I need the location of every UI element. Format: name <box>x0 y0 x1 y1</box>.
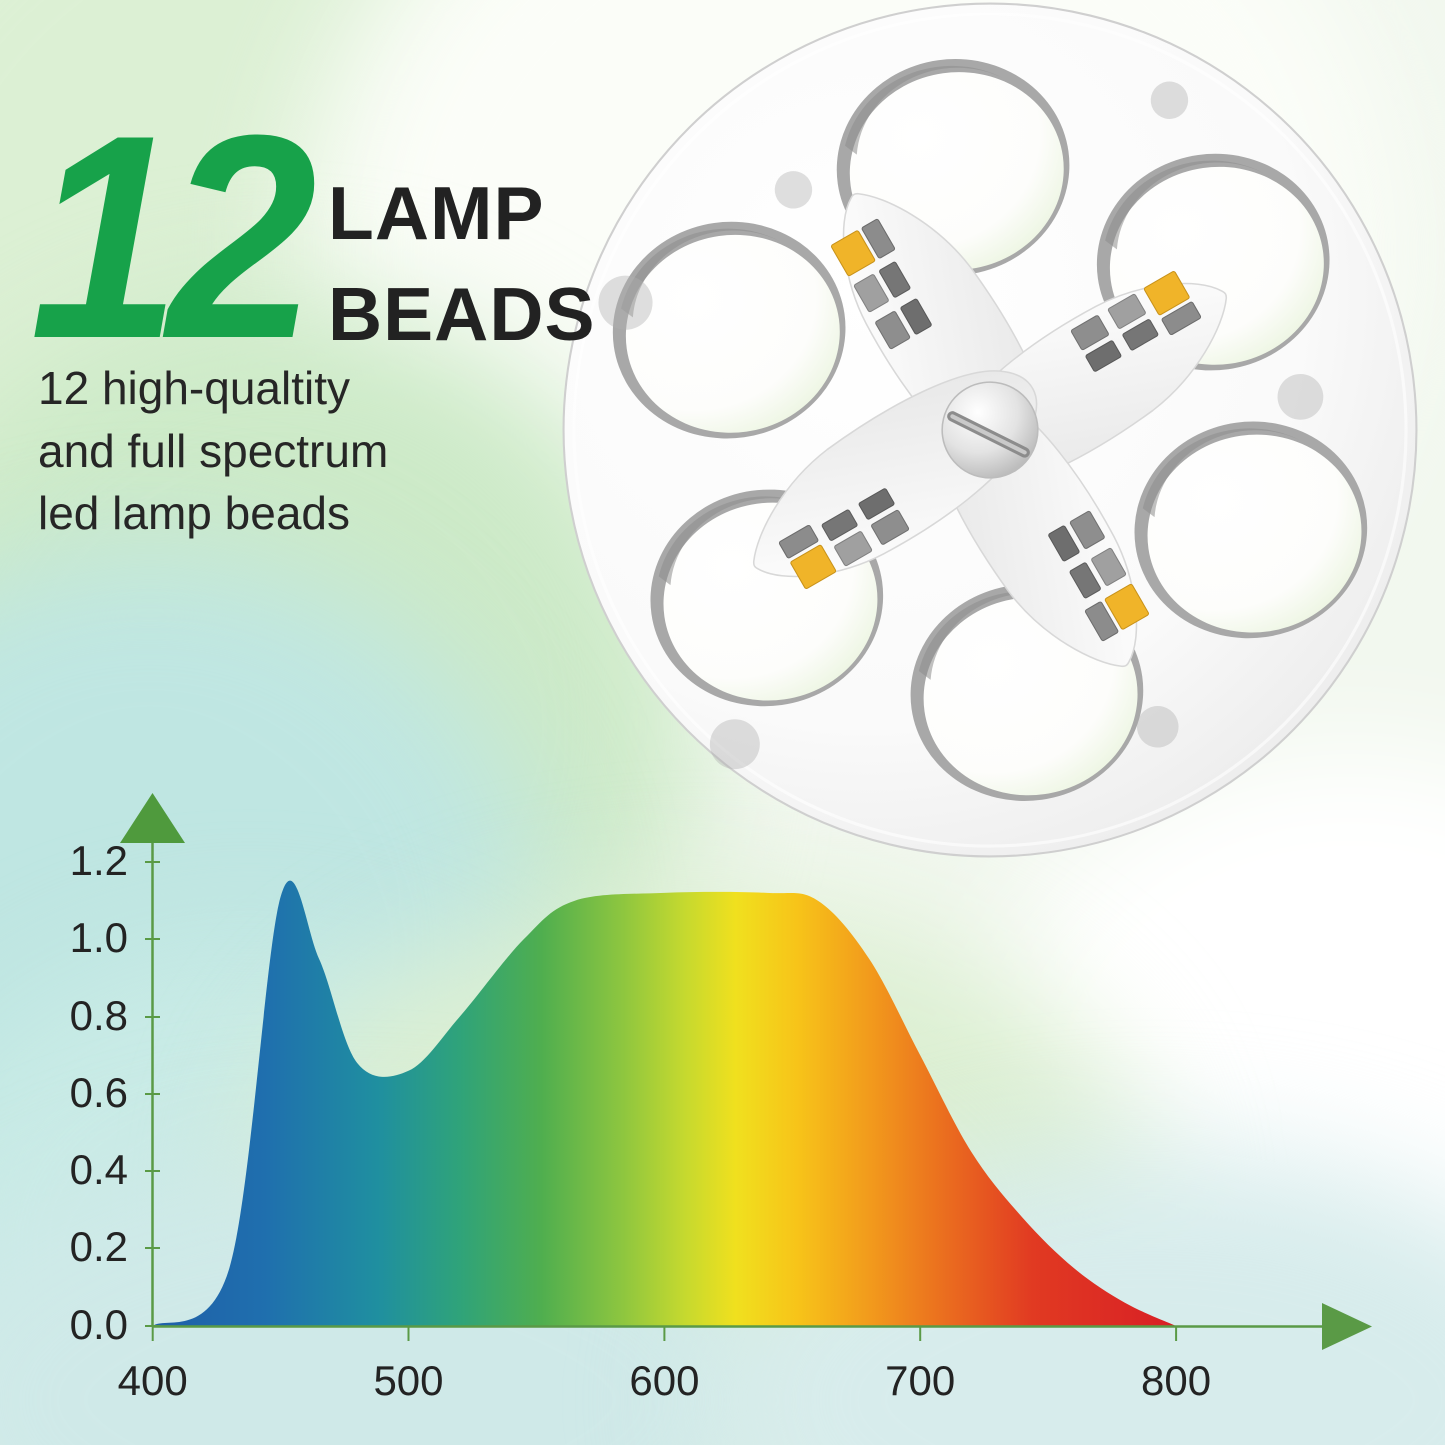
svg-text:800: 800 <box>1141 1357 1211 1404</box>
svg-text:0.0: 0.0 <box>70 1301 128 1348</box>
svg-text:1.0: 1.0 <box>70 914 128 961</box>
svg-text:0.4: 0.4 <box>70 1146 128 1193</box>
svg-text:0.2: 0.2 <box>70 1223 128 1270</box>
svg-text:0.8: 0.8 <box>70 992 128 1039</box>
svg-text:1.2: 1.2 <box>70 837 128 884</box>
svg-text:400: 400 <box>118 1357 188 1404</box>
svg-text:700: 700 <box>885 1357 955 1404</box>
svg-text:500: 500 <box>373 1357 443 1404</box>
svg-text:0.6: 0.6 <box>70 1069 128 1116</box>
svg-text:600: 600 <box>629 1357 699 1404</box>
